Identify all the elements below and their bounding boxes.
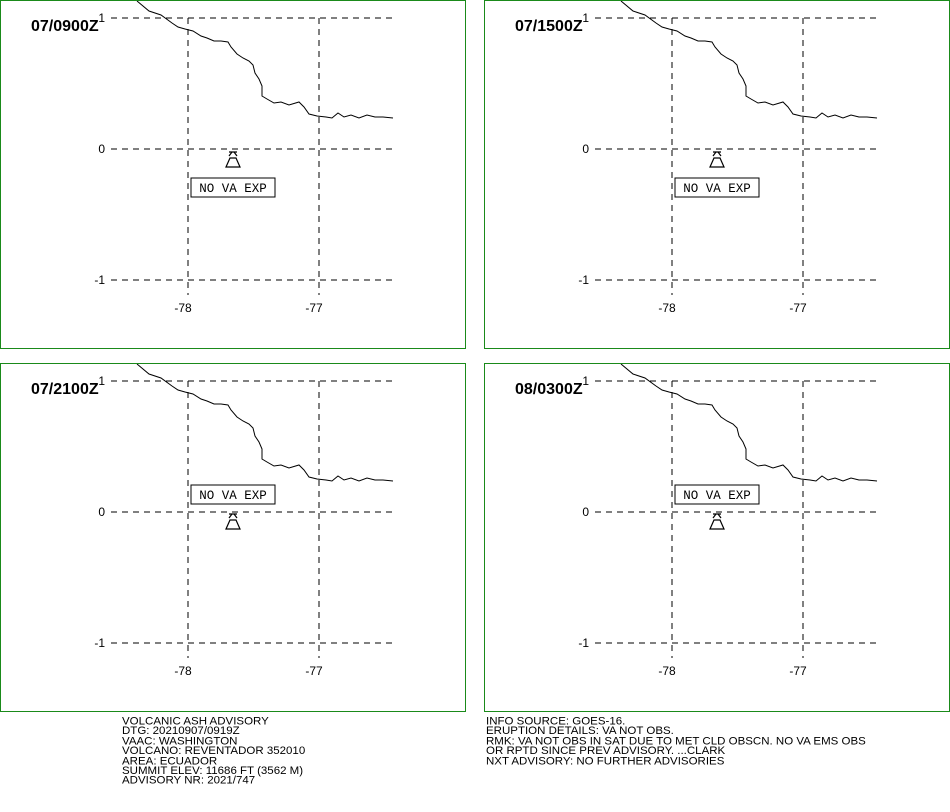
panel-title: 07/0900Z bbox=[31, 18, 99, 35]
advisory-line: ERUPTION DETAILS: VA NOT OBS. bbox=[486, 725, 674, 738]
advisory-line: DTG: 20210907/0919Z bbox=[122, 725, 240, 738]
advisory-line: ADVISORY NR: 2021/747 bbox=[122, 775, 256, 787]
lon-tick-label: -77 bbox=[789, 664, 807, 678]
map-graphic: 1 0 -1 -78 -77 NO VA EXP bbox=[94, 1, 394, 315]
lat-tick-label: -1 bbox=[578, 273, 589, 287]
va-label-box bbox=[674, 484, 760, 505]
lon-tick-label: -77 bbox=[789, 301, 807, 315]
lon-tick-label: -78 bbox=[174, 664, 192, 678]
advisory-line: SUMMIT ELEV: 11686 FT (3562 M) bbox=[122, 765, 304, 777]
advisory-line: NXT ADVISORY: NO FURTHER ADVISORIES bbox=[486, 755, 725, 767]
advisory-details-block: INFO SOURCE: GOES-16. ERUPTION DETAILS: … bbox=[486, 716, 866, 767]
advisory-line: AREA: ECUADOR bbox=[122, 755, 218, 767]
advisory-line: VOLCANO: REVENTADOR 352010 bbox=[122, 745, 306, 758]
volcano-icon bbox=[225, 513, 241, 530]
border-line bbox=[136, 1, 394, 119]
lat-tick-label: 1 bbox=[98, 374, 105, 388]
volcano-icon bbox=[225, 151, 241, 168]
map-graphic: 1 0 -1 -78 -77 NO VA EXP bbox=[578, 1, 878, 315]
advisory-line: OR RPTD SINCE PREV ADVISORY. ...CLARK bbox=[486, 745, 726, 758]
lat-tick-label: -1 bbox=[94, 273, 105, 287]
va-label-text: NO VA EXP bbox=[683, 182, 751, 196]
map-graphic: 1 0 -1 -78 -77 NO VA EXP bbox=[578, 364, 878, 678]
advisory-line: RMK: VA NOT OBS IN SAT DUE TO MET CLD OB… bbox=[486, 735, 866, 748]
lat-tick-label: -1 bbox=[578, 636, 589, 650]
volcano-icon bbox=[709, 151, 725, 168]
lat-tick-label: 1 bbox=[582, 374, 589, 388]
va-label-text: NO VA EXP bbox=[683, 489, 751, 503]
map-panel-3: 1 0 -1 -78 -77 NO VA EXP 07/2100Z bbox=[0, 363, 466, 712]
va-label-text: NO VA EXP bbox=[199, 182, 267, 196]
lat-tick-label: 1 bbox=[98, 11, 105, 25]
lat-tick-label: 0 bbox=[582, 505, 589, 519]
lon-tick-label: -78 bbox=[174, 301, 192, 315]
va-label-box bbox=[190, 484, 276, 505]
border-line bbox=[620, 364, 878, 482]
panel-title: 08/0300Z bbox=[515, 381, 583, 398]
lat-tick-label: 0 bbox=[98, 142, 105, 156]
advisory-line: VOLCANIC ASH ADVISORY bbox=[122, 716, 269, 728]
advisory-line: INFO SOURCE: GOES-16. bbox=[486, 716, 626, 728]
border-line bbox=[136, 364, 394, 482]
lat-tick-label: 0 bbox=[582, 142, 589, 156]
va-label-box bbox=[190, 177, 276, 198]
lon-tick-label: -78 bbox=[658, 301, 676, 315]
lat-tick-label: 1 bbox=[582, 11, 589, 25]
map-graphic: 1 0 -1 -78 -77 NO VA EXP bbox=[94, 364, 394, 678]
lat-tick-label: -1 bbox=[94, 636, 105, 650]
advisory-line: VAAC: WASHINGTON bbox=[122, 735, 238, 748]
va-label-box bbox=[674, 177, 760, 198]
lon-tick-label: -77 bbox=[305, 664, 323, 678]
panel-title: 07/2100Z bbox=[31, 381, 99, 398]
lon-tick-label: -77 bbox=[305, 301, 323, 315]
lat-tick-label: 0 bbox=[98, 505, 105, 519]
advisory-header-block: VOLCANIC ASH ADVISORY DTG: 20210907/0919… bbox=[122, 716, 306, 787]
volcano-icon bbox=[709, 513, 725, 530]
va-label-text: NO VA EXP bbox=[199, 489, 267, 503]
map-panel-2: 1 0 -1 -78 -77 NO VA EXP 07/1500Z bbox=[484, 0, 950, 349]
border-line bbox=[620, 1, 878, 119]
lon-tick-label: -78 bbox=[658, 664, 676, 678]
map-panel-1: 1 0 -1 -78 -77 NO VA EXP 07/0900Z bbox=[0, 0, 466, 349]
panel-title: 07/1500Z bbox=[515, 18, 583, 35]
map-panel-4: 1 0 -1 -78 -77 NO VA EXP 08/0300Z bbox=[484, 363, 950, 712]
